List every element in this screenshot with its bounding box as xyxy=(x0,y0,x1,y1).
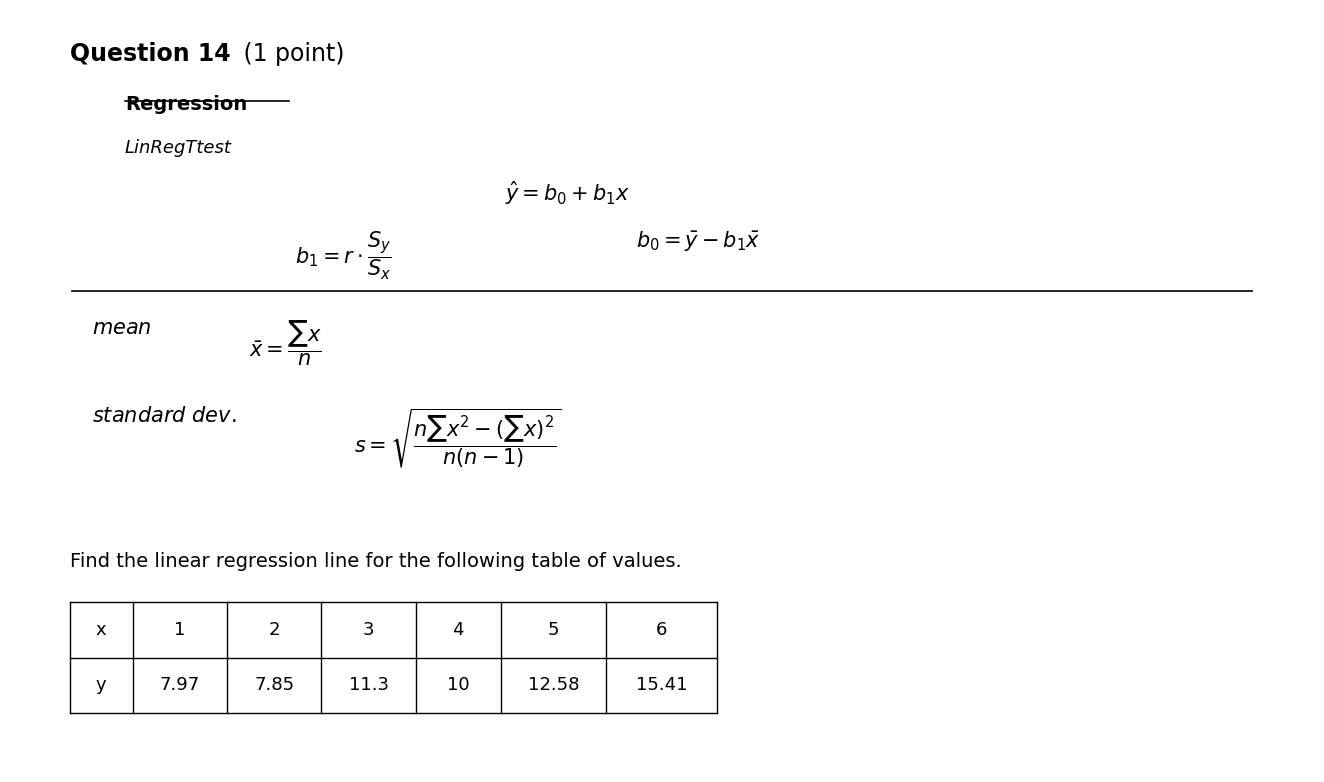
Text: Regression: Regression xyxy=(124,95,248,114)
Text: 12.58: 12.58 xyxy=(527,676,579,694)
Text: Question 14: Question 14 xyxy=(70,41,230,66)
Text: $\mathit{mean}$: $\mathit{mean}$ xyxy=(93,318,152,338)
Text: $b_0 = \bar{y} - b_1\bar{x}$: $b_0 = \bar{y} - b_1\bar{x}$ xyxy=(636,230,760,254)
Text: $b_1 = r \cdot \dfrac{S_y}{S_x}$: $b_1 = r \cdot \dfrac{S_y}{S_x}$ xyxy=(295,230,392,282)
Text: (1 point): (1 point) xyxy=(236,41,344,66)
Text: $\bar{x} = \dfrac{\sum x}{n}$: $\bar{x} = \dfrac{\sum x}{n}$ xyxy=(249,318,322,368)
Text: 15.41: 15.41 xyxy=(636,676,687,694)
Text: $\hat{y} = b_0 + b_1 x$: $\hat{y} = b_0 + b_1 x$ xyxy=(504,180,630,207)
Text: Find the linear regression line for the following table of values.: Find the linear regression line for the … xyxy=(70,552,682,572)
Text: LinRegTtest: LinRegTtest xyxy=(124,139,232,157)
Text: 7.97: 7.97 xyxy=(160,676,200,694)
Text: 1: 1 xyxy=(175,621,185,639)
Text: 10: 10 xyxy=(448,676,470,694)
Text: y: y xyxy=(95,676,107,694)
Text: 11.3: 11.3 xyxy=(348,676,388,694)
Text: $s = \sqrt{\dfrac{n\sum x^2 - (\sum x)^2}{n(n-1)}}$: $s = \sqrt{\dfrac{n\sum x^2 - (\sum x)^2… xyxy=(354,407,561,470)
Text: $\mathit{standard\ dev.}$: $\mathit{standard\ dev.}$ xyxy=(93,407,237,426)
Text: 6: 6 xyxy=(655,621,667,639)
Text: 7.85: 7.85 xyxy=(254,676,294,694)
Text: 2: 2 xyxy=(269,621,279,639)
Text: 4: 4 xyxy=(453,621,463,639)
Text: 3: 3 xyxy=(363,621,375,639)
Text: 5: 5 xyxy=(548,621,559,639)
Text: x: x xyxy=(95,621,107,639)
